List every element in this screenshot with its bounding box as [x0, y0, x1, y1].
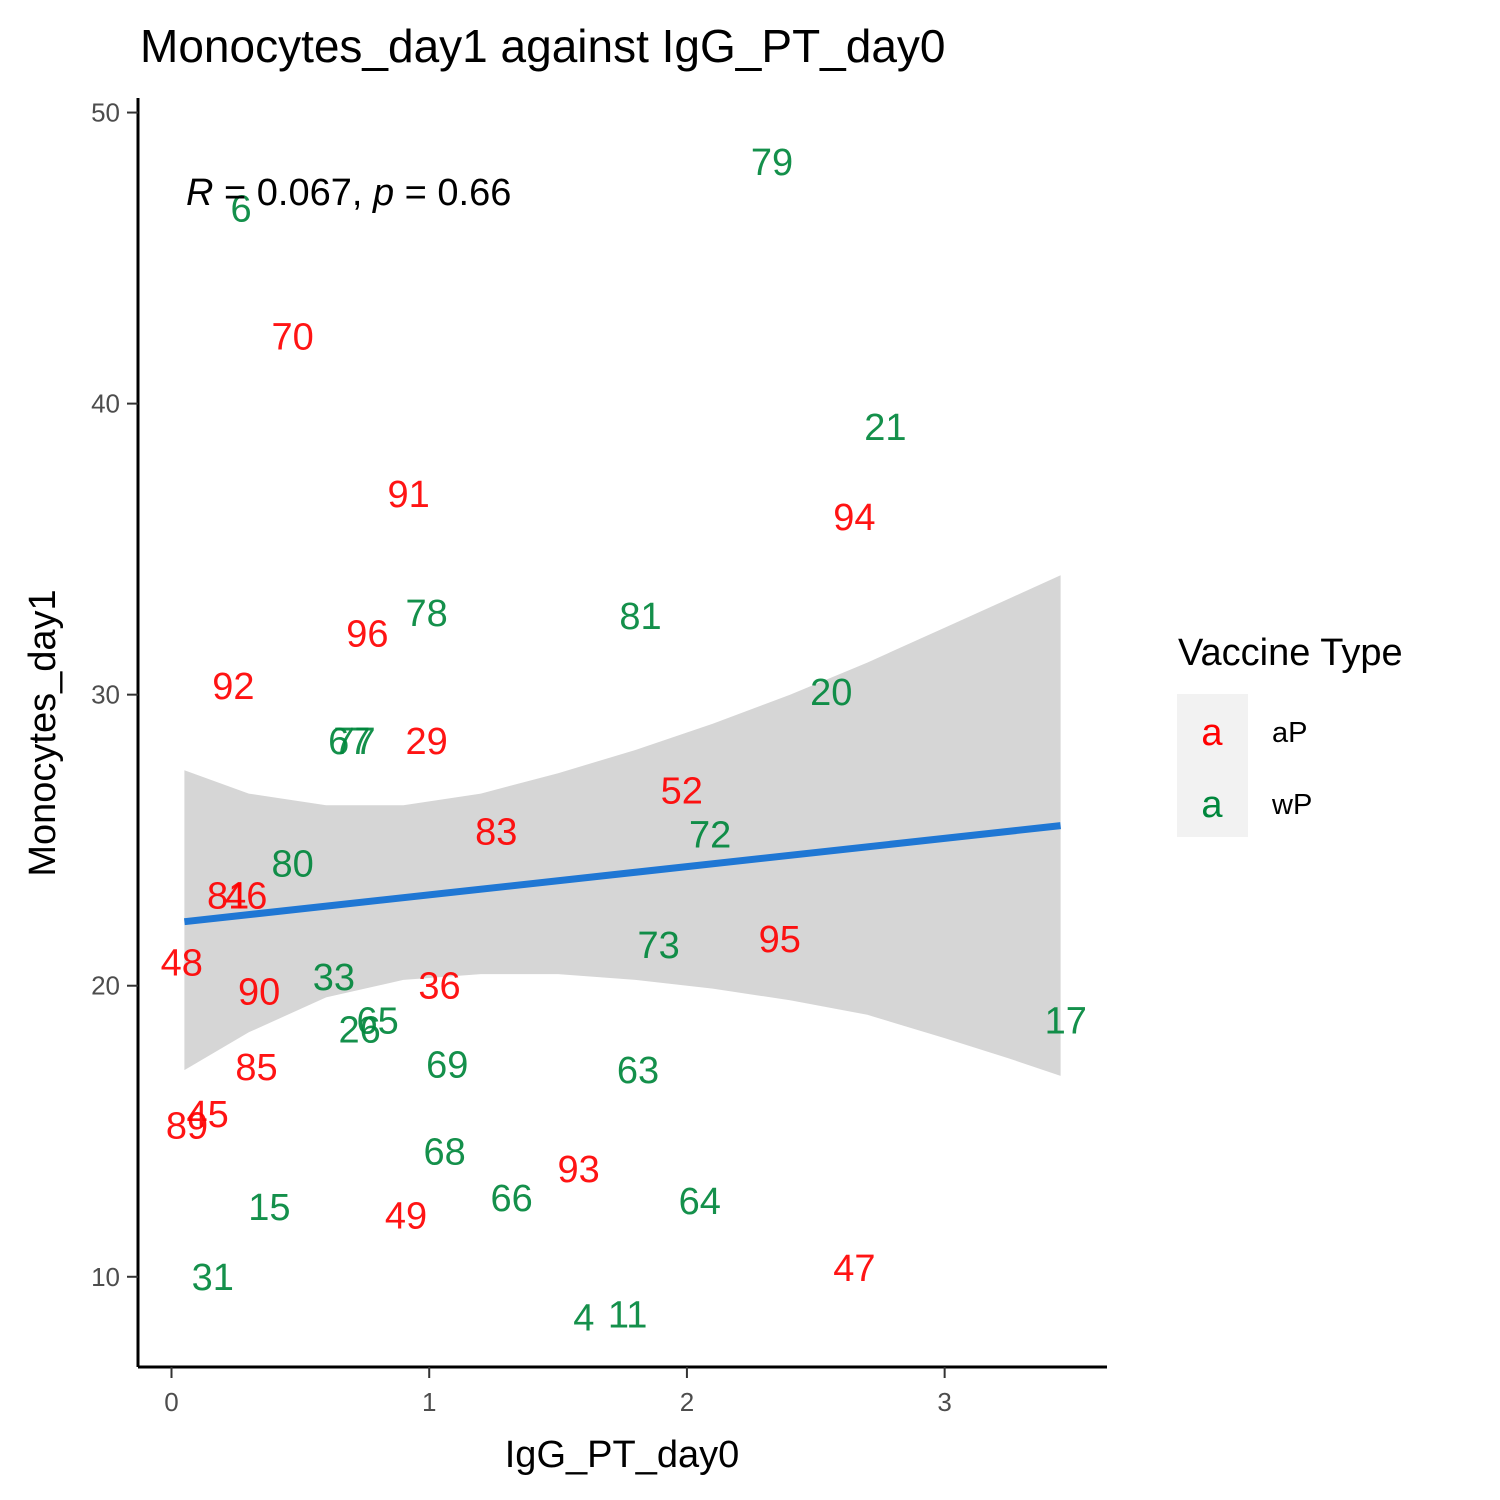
trend-line	[184, 822, 1061, 926]
point-label-wp-79: 79	[751, 142, 793, 184]
point-label-wp-73: 73	[637, 925, 679, 967]
point-label-wp-67: 67	[328, 721, 370, 763]
point-label-ap-95: 95	[759, 919, 801, 961]
point-label-wp-17: 17	[1045, 1001, 1087, 1043]
r-value: = 0.067,	[213, 172, 373, 214]
legend: Vaccine Type a aP a wP	[1177, 632, 1403, 837]
point-label-ap-70: 70	[271, 317, 313, 359]
axes: 0 1 2 3 10 20 30 40 50	[91, 98, 1107, 1417]
point-label-wp-66: 66	[491, 1178, 533, 1220]
point-label-ap-36: 36	[418, 966, 460, 1008]
x-tick-label: 1	[422, 1387, 436, 1417]
p-label: p	[372, 172, 394, 214]
legend-title: Vaccine Type	[1178, 632, 1403, 674]
p-value: = 0.66	[394, 172, 511, 214]
y-tick-label: 50	[91, 98, 120, 128]
point-label-ap-81: 81	[207, 875, 249, 917]
x-tick-label: 0	[164, 1387, 178, 1417]
y-ticks: 10 20 30 40 50	[91, 98, 138, 1292]
legend-key-wp: a	[1201, 784, 1223, 826]
legend-label-wp: wP	[1271, 789, 1312, 821]
y-tick-label: 20	[91, 971, 120, 1001]
y-tick-label: 40	[91, 389, 120, 419]
point-label-wp-68: 68	[424, 1132, 466, 1174]
point-label-wp-11: 11	[608, 1295, 647, 1337]
legend-key-ap: a	[1201, 712, 1223, 754]
point-label-wp-33: 33	[313, 957, 355, 999]
point-label-ap-85: 85	[235, 1047, 277, 1089]
point-label-wp-77: 77	[333, 721, 375, 763]
point-label-ap-48: 48	[161, 942, 203, 984]
point-label-ap-90: 90	[238, 972, 280, 1014]
legend-label-ap: aP	[1272, 717, 1307, 749]
point-label-wp-81: 81	[619, 596, 661, 638]
point-label-ap-46: 46	[225, 875, 267, 917]
point-label-wp-15: 15	[248, 1187, 290, 1229]
point-label-wp-4: 4	[573, 1298, 594, 1340]
point-label-wp-80: 80	[271, 843, 313, 885]
y-axis-title: Monocytes_day1	[22, 589, 64, 876]
point-label-ap-49: 49	[385, 1196, 427, 1238]
point-label-ap-89: 89	[166, 1105, 208, 1147]
point-label-wp-31: 31	[192, 1257, 234, 1299]
point-label-wp-78: 78	[405, 593, 447, 635]
y-tick-label: 10	[91, 1262, 120, 1292]
point-label-ap-83: 83	[475, 811, 517, 853]
y-tick-label: 30	[91, 680, 120, 710]
point-label-ap-92: 92	[212, 666, 254, 708]
point-label-wp-65: 65	[357, 1001, 399, 1043]
point-label-wp-26: 26	[338, 1009, 380, 1051]
legend-items: a aP a wP	[1201, 712, 1312, 826]
point-label-ap-47: 47	[833, 1248, 875, 1290]
point-label-ap-29: 29	[405, 721, 447, 763]
r-label: R	[186, 172, 213, 214]
x-axis-title: IgG_PT_day0	[505, 1434, 739, 1476]
point-label-ap-93: 93	[558, 1149, 600, 1191]
x-ticks: 0 1 2 3	[164, 1367, 952, 1417]
point-label-wp-64: 64	[679, 1181, 721, 1223]
x-tick-label: 2	[680, 1387, 694, 1417]
point-label-ap-52: 52	[661, 771, 703, 813]
point-label-ap-91: 91	[387, 474, 429, 516]
point-label-wp-20: 20	[810, 672, 852, 714]
point-label-wp-6: 6	[231, 189, 252, 231]
point-label-ap-94: 94	[833, 497, 875, 539]
point-label-wp-69: 69	[426, 1044, 468, 1086]
point-label-wp-21: 21	[864, 407, 906, 449]
legend-key-background	[1177, 694, 1248, 837]
x-tick-label: 3	[937, 1387, 951, 1417]
point-label-ap-45: 45	[186, 1094, 228, 1136]
confidence-band	[184, 575, 1061, 1076]
chart-title: Monocytes_day1 against IgG_PT_day0	[140, 20, 946, 72]
point-label-ap-96: 96	[346, 614, 388, 656]
point-label-wp-63: 63	[617, 1050, 659, 1092]
point-label-wp-72: 72	[689, 814, 731, 856]
correlation-annotation: R = 0.067, p = 0.66	[186, 172, 511, 214]
